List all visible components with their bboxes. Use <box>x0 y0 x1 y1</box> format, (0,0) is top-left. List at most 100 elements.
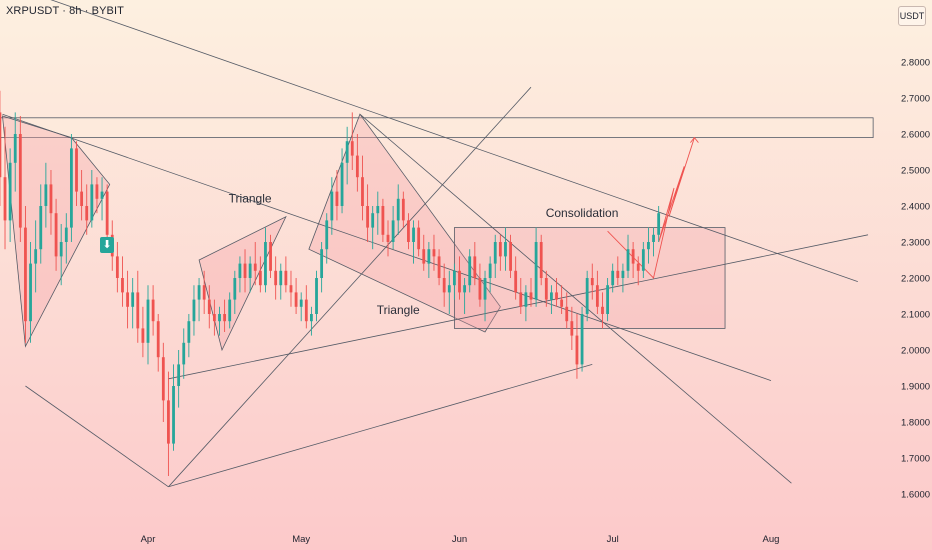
candle[interactable] <box>146 285 150 365</box>
candle[interactable] <box>601 292 604 329</box>
candle[interactable] <box>442 263 446 307</box>
candle[interactable] <box>340 148 344 214</box>
candle[interactable] <box>401 191 405 228</box>
candle[interactable] <box>90 170 94 228</box>
candle[interactable] <box>432 234 436 271</box>
candle[interactable] <box>585 270 589 322</box>
candle[interactable] <box>478 263 482 307</box>
candle[interactable] <box>391 206 395 250</box>
candle[interactable] <box>233 270 237 314</box>
candle[interactable] <box>407 213 410 250</box>
trendline-3[interactable] <box>359 113 792 484</box>
candle[interactable] <box>498 234 502 271</box>
candle[interactable] <box>238 256 242 293</box>
candle[interactable] <box>361 155 364 221</box>
candle[interactable] <box>320 242 324 293</box>
candle[interactable] <box>80 170 84 221</box>
candle[interactable] <box>136 270 140 343</box>
symbol-ticker[interactable]: XRPUSDT · 8h · BYBIT <box>6 5 124 17</box>
candle[interactable] <box>126 270 129 329</box>
candle[interactable] <box>85 184 89 235</box>
candle[interactable] <box>279 263 283 300</box>
candle[interactable] <box>131 278 135 329</box>
candle[interactable] <box>197 278 201 322</box>
candle[interactable] <box>0 90 2 206</box>
candle[interactable] <box>264 227 267 293</box>
candle[interactable] <box>575 314 579 379</box>
candle[interactable] <box>524 285 528 322</box>
candle[interactable] <box>228 292 232 329</box>
candle[interactable] <box>34 220 38 293</box>
candle[interactable] <box>253 242 257 286</box>
candle[interactable] <box>8 148 12 242</box>
candle[interactable] <box>519 278 523 314</box>
candle[interactable] <box>218 306 221 336</box>
candle[interactable] <box>156 314 160 372</box>
candle[interactable] <box>161 342 165 422</box>
candle[interactable] <box>631 242 635 278</box>
candle[interactable] <box>325 213 329 264</box>
candle[interactable] <box>590 263 594 300</box>
candle[interactable] <box>274 256 278 300</box>
candle[interactable] <box>652 227 655 257</box>
candle[interactable] <box>611 263 615 293</box>
resistance-zone[interactable] <box>0 117 874 139</box>
trendline-6[interactable] <box>168 86 532 488</box>
candle[interactable] <box>606 278 609 322</box>
candle[interactable] <box>514 256 518 300</box>
candle[interactable] <box>105 184 109 242</box>
candle[interactable] <box>223 299 227 332</box>
candle[interactable] <box>54 198 58 271</box>
candle[interactable] <box>141 306 145 358</box>
candle[interactable] <box>115 242 119 293</box>
candle[interactable] <box>258 256 262 293</box>
candle[interactable] <box>447 270 451 314</box>
candle[interactable] <box>13 112 17 192</box>
candle[interactable] <box>335 170 339 221</box>
candle[interactable] <box>121 256 124 307</box>
trendline-1[interactable] <box>2 0 858 282</box>
trendline-5[interactable] <box>168 364 593 488</box>
candle[interactable] <box>29 242 32 343</box>
candle[interactable] <box>463 278 467 314</box>
candle[interactable] <box>458 256 461 300</box>
candle[interactable] <box>167 371 170 476</box>
trendline-4[interactable] <box>168 234 869 380</box>
candle[interactable] <box>396 184 400 235</box>
candle[interactable] <box>151 285 155 336</box>
candle[interactable] <box>468 249 472 293</box>
candle[interactable] <box>24 206 27 343</box>
candle[interactable] <box>509 234 512 278</box>
candle[interactable] <box>386 220 390 257</box>
trendline-7[interactable] <box>25 385 169 488</box>
candle[interactable] <box>39 184 43 264</box>
candle[interactable] <box>621 263 625 293</box>
candle[interactable] <box>187 314 191 358</box>
candle[interactable] <box>18 116 22 242</box>
candle[interactable] <box>565 292 569 329</box>
candle[interactable] <box>345 126 349 185</box>
candle[interactable] <box>437 249 441 286</box>
candle[interactable] <box>636 256 640 286</box>
candle[interactable] <box>299 292 303 322</box>
candle[interactable] <box>555 278 558 307</box>
candle[interactable] <box>330 177 334 235</box>
candle[interactable] <box>427 242 431 278</box>
candle[interactable] <box>212 299 216 336</box>
candle[interactable] <box>504 227 507 271</box>
candle[interactable] <box>626 234 630 278</box>
trendline-2[interactable] <box>2 113 772 381</box>
candle[interactable] <box>560 285 564 314</box>
candle[interactable] <box>529 278 533 307</box>
candle[interactable] <box>177 350 181 408</box>
candle[interactable] <box>657 206 661 242</box>
candle[interactable] <box>381 198 385 242</box>
candle[interactable] <box>412 220 415 264</box>
candle[interactable] <box>641 242 645 278</box>
candle[interactable] <box>294 278 298 314</box>
candle[interactable] <box>350 112 354 170</box>
candle[interactable] <box>182 328 186 379</box>
candle[interactable] <box>570 306 574 350</box>
candle[interactable] <box>69 134 73 242</box>
candle[interactable] <box>310 306 313 336</box>
